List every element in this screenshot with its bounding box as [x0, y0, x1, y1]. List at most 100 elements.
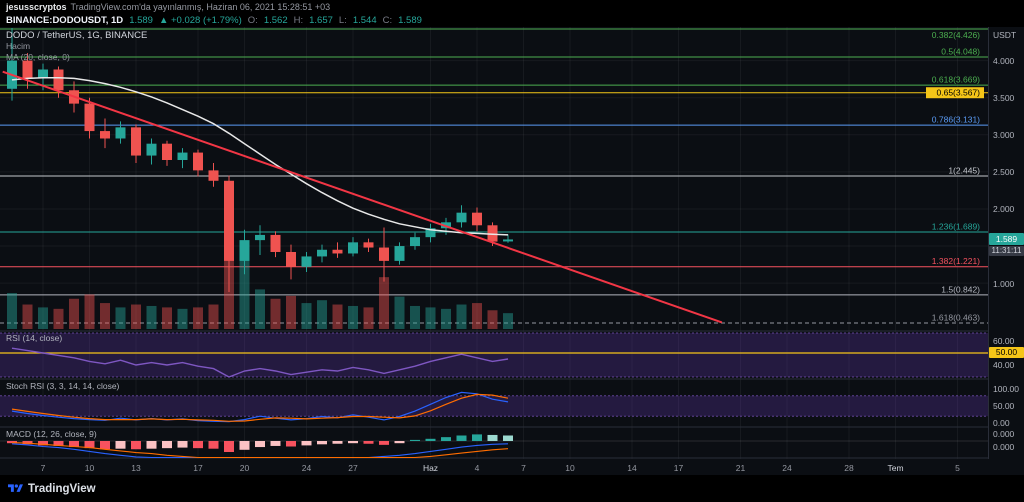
macd-hist-bar: [363, 441, 374, 444]
close-value: 1.589: [398, 14, 422, 26]
macd-tick: 0.000: [993, 442, 1015, 452]
tradingview-logo-icon[interactable]: [8, 481, 23, 496]
candle-body: [100, 131, 110, 139]
price-tick: 3.000: [993, 130, 1015, 140]
volume-bar: [363, 307, 374, 329]
price-tick: 1.000: [993, 279, 1015, 289]
fib-label: 0.382(4.426): [932, 30, 980, 40]
volume-indicator-label[interactable]: Hacim: [6, 41, 31, 51]
volume-bar: [332, 304, 343, 329]
macd-hist-bar: [146, 441, 157, 449]
volume-bar: [38, 307, 48, 329]
macd-hist-bar: [255, 441, 265, 448]
macd-hist-bar: [193, 441, 203, 449]
fib-label: 0.5(4.048): [941, 47, 980, 57]
macd-hist-bar: [394, 441, 405, 444]
macd-hist-bar: [301, 441, 312, 446]
rsi-tick: 60.00: [993, 336, 1015, 346]
macd-hist-bar: [503, 435, 513, 441]
macd-hist-bar: [270, 441, 281, 446]
ma20-line: [11, 76, 509, 236]
price-tick: 2.000: [993, 204, 1015, 214]
price-tick: 2.500: [993, 167, 1015, 177]
rsi-indicator-label[interactable]: RSI (14, close): [6, 333, 63, 343]
candle-body: [208, 170, 219, 181]
volume-bar: [270, 298, 281, 329]
price-tick: 3.500: [993, 93, 1015, 103]
macd-hist-bar: [115, 441, 126, 449]
volume-bar: [255, 289, 265, 329]
volume-bar: [115, 307, 126, 329]
volume-bar: [348, 305, 358, 329]
candle-body: [363, 242, 374, 248]
macd-hist-bar: [7, 441, 17, 444]
stoch-rsi-indicator-label[interactable]: Stoch RSI (3, 3, 14, 14, close): [6, 381, 120, 391]
stoch-plot: [0, 391, 988, 423]
chart-canvas[interactable]: 0.382(4.426) 0.5(4.048) 0.618(3.669) 0.65(3…: [0, 27, 988, 459]
volume-bar: [441, 308, 451, 329]
candle-body: [286, 251, 296, 267]
candle-body: [410, 237, 420, 247]
candle-body: [348, 242, 358, 254]
ma-indicator-label[interactable]: MA (20, close, 0): [6, 52, 70, 62]
trend-line[interactable]: [2, 70, 723, 324]
candle-body: [425, 228, 436, 238]
volume-bar: [131, 304, 141, 329]
volume-bar: [22, 304, 33, 329]
volume-bar: [162, 307, 172, 329]
macd-hist-bar: [487, 434, 498, 441]
candle-body: [456, 212, 467, 223]
volume-bar: [100, 303, 110, 329]
chart-legend-title[interactable]: DODO / TetherUS, 1G, BINANCE: [6, 30, 148, 41]
volume-bar: [7, 293, 17, 329]
time-axis-label: 24: [301, 463, 312, 473]
volume-bar: [239, 257, 250, 329]
stoch-tick: 0.00: [993, 418, 1010, 428]
tradingview-brand-text[interactable]: TradingView: [28, 482, 96, 495]
candle-body: [53, 69, 64, 91]
candle-body: [131, 127, 141, 156]
price-scale[interactable]: USDT 4.000 3.500 3.000 2.500 2.000 1.000…: [988, 27, 1024, 459]
footer-bar: TradingView: [0, 475, 1024, 502]
macd-hist-bar: [441, 437, 451, 441]
candle-body: [472, 212, 482, 226]
macd-hist-bar: [69, 441, 79, 448]
fib-label: 1(2.445): [948, 165, 980, 175]
macd-hist-bar: [38, 441, 48, 446]
time-axis-label: 4: [474, 463, 480, 473]
rsi-plot: [0, 332, 988, 378]
time-axis-label: 24: [782, 463, 792, 473]
price-change: ▲ +0.028 (+1.79%): [158, 14, 242, 26]
high-value: 1.657: [309, 14, 333, 26]
symbol-name[interactable]: BINANCE:DODOUSDT, 1D: [6, 14, 124, 26]
time-axis[interactable]: 7 10 13 17 20 24 27 Haz 4 7 10 14 17 21 24 28 Tem 5: [0, 459, 988, 475]
stoch-k-line: [11, 391, 509, 423]
candle-body: [270, 234, 281, 252]
volume-bar: [84, 294, 95, 329]
volume-bar: [487, 310, 498, 329]
candles-layer: [7, 27, 513, 293]
open-label: O:: [247, 14, 258, 26]
rsi-tick: 40.00: [993, 360, 1015, 370]
rsi-mid-badge: 50.00: [989, 347, 1024, 358]
stoch-tick: 50.00: [993, 401, 1015, 411]
macd-hist-bar: [317, 441, 327, 445]
price-tick: 4.000: [993, 56, 1015, 66]
volume-bar: [425, 307, 436, 329]
candle-body: [255, 234, 265, 241]
macd-hist-bar: [53, 441, 64, 446]
time-axis-label: 17: [193, 463, 203, 473]
macd-indicator-label[interactable]: MACD (12, 26, close, 9): [6, 429, 97, 439]
bar-countdown-badge: 11:31:11: [989, 246, 1024, 256]
candle-body: [84, 103, 95, 132]
scale-currency-label: USDT: [993, 30, 1017, 40]
stoch-tick: 100.00: [993, 384, 1019, 394]
macd-signal-line: [11, 442, 509, 459]
macd-hist-bar: [177, 441, 188, 448]
volume-bar: [177, 308, 188, 329]
fib-label: 1.618(0.463): [932, 312, 980, 322]
volume-bar: [193, 307, 203, 329]
publisher-username[interactable]: jesusscryptos: [6, 1, 67, 12]
volume-layer: [7, 257, 513, 329]
fib-retracement[interactable]: 0.382(4.426) 0.5(4.048) 0.618(3.669) 0.65(3…: [0, 28, 988, 324]
